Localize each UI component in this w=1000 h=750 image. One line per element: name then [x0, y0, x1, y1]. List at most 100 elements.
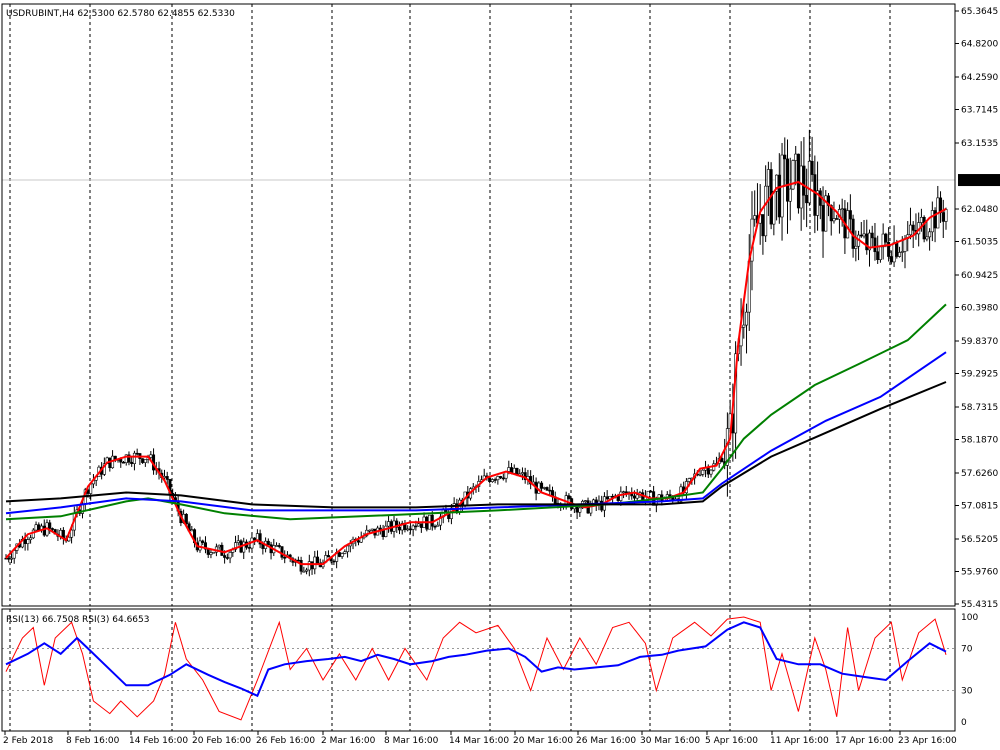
candle: [701, 468, 705, 477]
candle: [745, 303, 749, 354]
candle: [835, 214, 839, 220]
price-tick-label: 63.7145: [961, 106, 998, 116]
candle: [326, 550, 330, 558]
date-tick-label: 8 Mar 16:00: [384, 736, 439, 746]
candle: [766, 161, 770, 216]
date-tick-label: 26 Feb 16:00: [256, 736, 315, 746]
moving-averages: [5, 180, 947, 566]
candle: [788, 157, 792, 221]
candle: [854, 230, 858, 262]
candle: [933, 207, 937, 243]
candle: [490, 478, 494, 483]
price-tick-label: 61.5035: [961, 238, 998, 248]
candle: [889, 250, 893, 265]
candle: [225, 553, 229, 560]
candle: [862, 219, 866, 239]
candle: [340, 552, 344, 559]
price-tick-label: 57.6260: [961, 469, 998, 479]
candle: [397, 521, 401, 535]
candle: [135, 448, 139, 456]
candle: [898, 246, 902, 258]
candle: [400, 520, 404, 535]
candle: [848, 194, 852, 233]
candle: [242, 537, 246, 560]
candle: [228, 550, 232, 564]
candle: [198, 536, 202, 553]
candle: [307, 554, 311, 577]
date-tick-label: 14 Mar 16:00: [449, 736, 509, 746]
candle: [132, 450, 136, 471]
date-tick-label: 2 Mar 16:00: [321, 736, 376, 746]
candle: [4, 554, 8, 560]
rsi-tick-label: 100: [961, 613, 978, 623]
candle: [433, 524, 437, 530]
candle: [234, 535, 238, 553]
candle: [540, 481, 544, 494]
candle: [296, 556, 300, 562]
candle: [201, 539, 205, 546]
candle: [217, 544, 221, 550]
price-tick-label: 64.8200: [961, 40, 998, 50]
candle: [277, 542, 281, 549]
price-tick-label: 60.9425: [961, 271, 998, 281]
rsi-lines: [5, 616, 947, 721]
candle: [865, 219, 869, 255]
candle: [873, 223, 877, 261]
date-tick-label: 8 Feb 16:00: [66, 736, 120, 746]
candle: [332, 559, 336, 566]
candle: [709, 469, 713, 478]
candle: [520, 467, 524, 481]
candle: [605, 490, 609, 501]
date-tick-label: 17 Apr 16:00: [835, 736, 894, 746]
candle: [813, 155, 817, 234]
price-tick-label: 58.1870: [961, 435, 998, 445]
candle: [791, 159, 795, 191]
candle: [783, 137, 787, 187]
candle: [816, 161, 820, 231]
candle: [343, 549, 347, 555]
candle: [501, 473, 505, 481]
ma-long-line: [5, 381, 947, 509]
candle: [802, 137, 806, 220]
rsi-tick-label: 30: [961, 687, 973, 697]
ma-slow-line: [5, 351, 947, 515]
rsi-header: RSI(13) 66.7508 RSI(3) 64.6653: [6, 615, 149, 625]
candle: [143, 459, 147, 467]
candle: [26, 536, 30, 551]
candle: [419, 523, 423, 533]
candle: [436, 521, 440, 527]
price-tick-label: 65.3645: [961, 7, 998, 17]
date-tick-label: 26 Mar 16:00: [576, 736, 636, 746]
candle: [499, 475, 503, 480]
candle: [941, 199, 945, 239]
candle: [275, 542, 279, 547]
price-tick-label: 59.8370: [961, 337, 998, 347]
candle: [190, 525, 194, 532]
candle: [209, 549, 213, 559]
candle: [870, 225, 874, 248]
rsi-slow-line: [5, 621, 947, 698]
candle: [548, 484, 552, 497]
candle: [302, 566, 306, 573]
candle: [832, 201, 836, 224]
candle: [29, 534, 33, 544]
current-price-label: 62.5330: [961, 176, 998, 186]
candle: [258, 529, 262, 549]
date-tick-label: 14 Feb 16:00: [129, 736, 188, 746]
candle: [48, 519, 52, 534]
candle: [203, 536, 207, 554]
candle: [928, 228, 932, 251]
rsi-panel-frame: [1, 608, 956, 732]
chart-frames: [1, 3, 956, 732]
candle: [824, 190, 828, 232]
candle: [925, 221, 929, 242]
candle: [578, 505, 582, 517]
candle: [777, 153, 781, 224]
main-panel-frame: [1, 3, 956, 607]
time-axis: 2 Feb 2018 8 Feb 16:00 14 Feb 16:00 20 Feb …: [3, 731, 957, 746]
candle: [184, 513, 188, 526]
candle: [542, 486, 546, 490]
candle: [127, 451, 131, 466]
